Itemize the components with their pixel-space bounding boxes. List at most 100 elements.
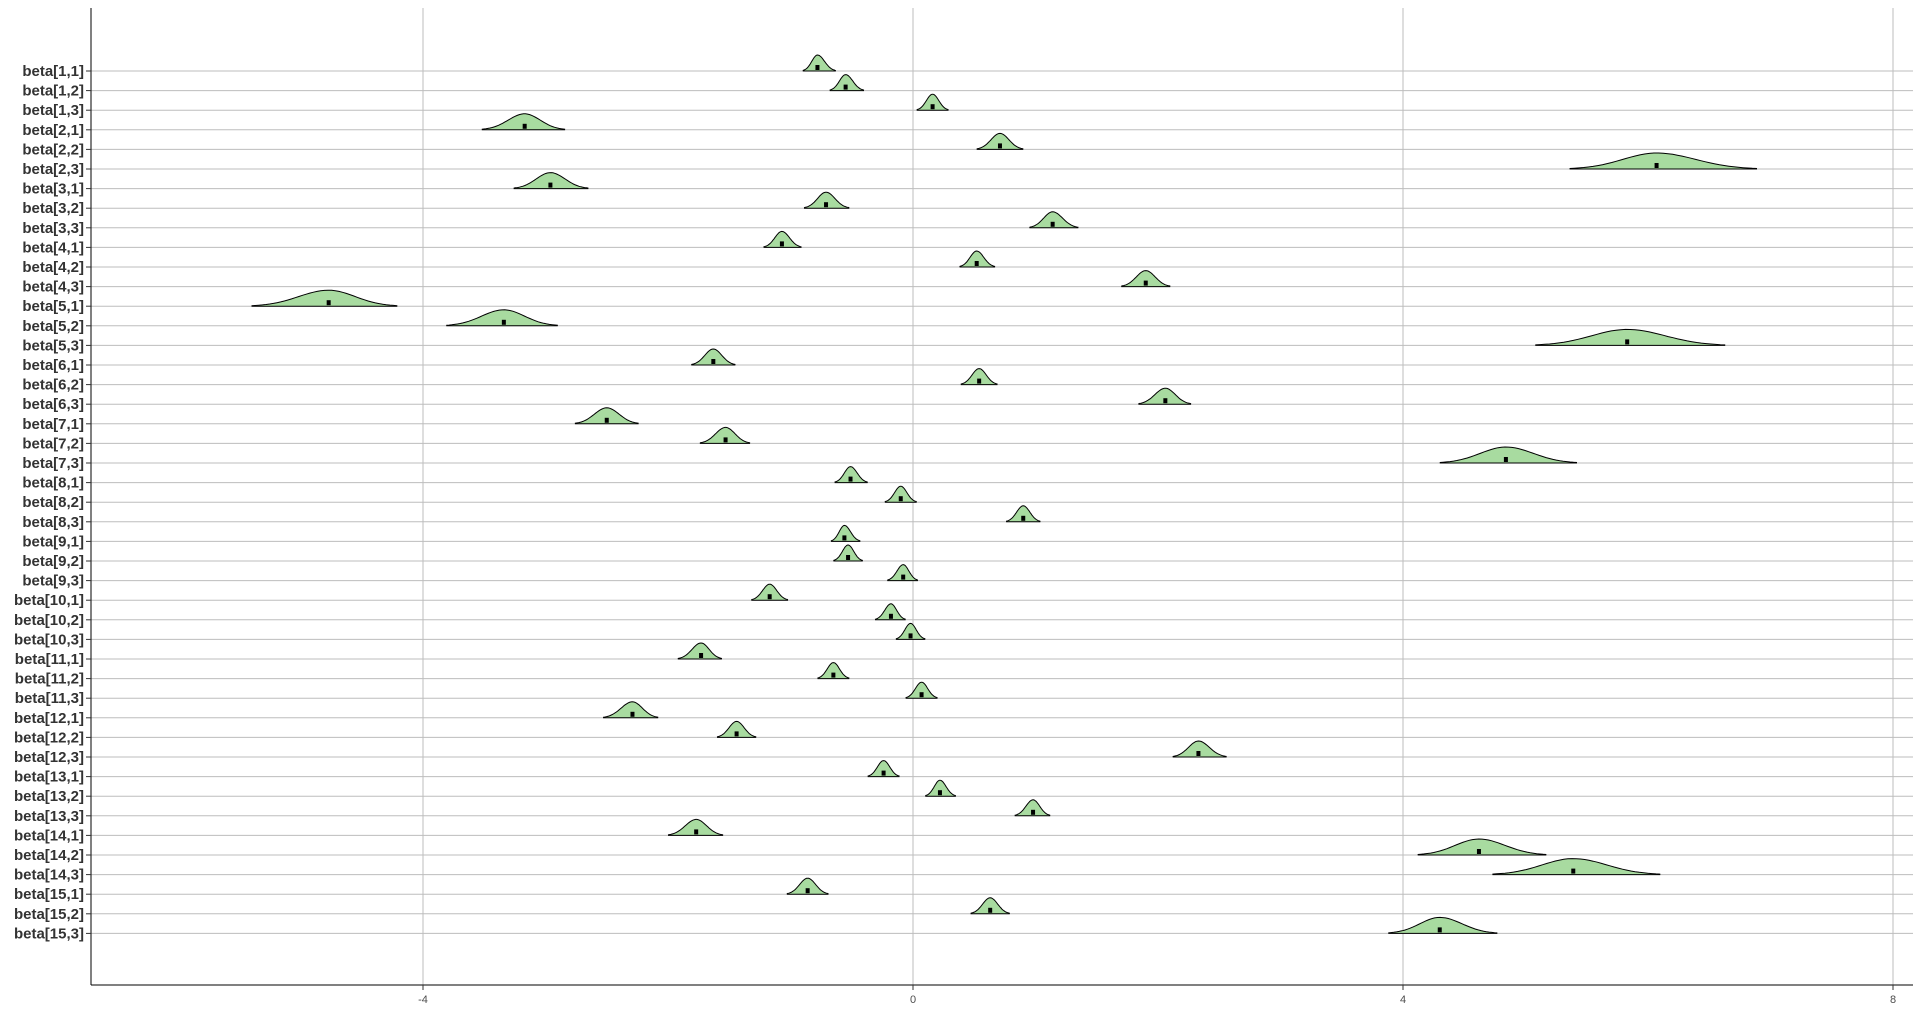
density-ridge xyxy=(1138,388,1192,405)
x-tick-label: 8 xyxy=(1890,994,1896,1006)
y-tick-label: beta[7,2] xyxy=(22,435,84,452)
density-ridge xyxy=(603,701,659,718)
mean-marker xyxy=(831,672,836,678)
density-ridge xyxy=(699,427,751,444)
density-outline xyxy=(786,877,829,895)
x-tick-label: 0 xyxy=(910,994,916,1006)
density-ridge xyxy=(970,897,1010,914)
mean-marker xyxy=(930,104,935,110)
density-ridge xyxy=(916,94,949,111)
density-ridge xyxy=(251,290,398,307)
y-tick-label: beta[10,1] xyxy=(14,592,84,609)
mean-marker xyxy=(1654,163,1659,168)
x-tick-label: 4 xyxy=(1400,994,1406,1006)
density-outline xyxy=(1417,838,1547,855)
y-tick-label: beta[12,1] xyxy=(14,710,84,727)
density-ridge xyxy=(804,192,850,209)
density-outline xyxy=(830,524,861,542)
y-tick-label: beta[5,2] xyxy=(22,318,84,335)
density-ridge xyxy=(668,819,724,836)
y-tick-label: beta[5,3] xyxy=(22,337,84,354)
density-outline xyxy=(716,720,757,738)
density-ridge xyxy=(833,545,863,561)
density-outline xyxy=(895,622,926,640)
density-outline xyxy=(976,132,1024,150)
density-ridge xyxy=(1121,270,1171,287)
mean-marker xyxy=(846,555,851,560)
mean-marker xyxy=(805,888,810,894)
mean-marker xyxy=(548,182,553,188)
y-tick-label: beta[4,3] xyxy=(22,279,84,296)
y-tick-label: beta[5,1] xyxy=(22,298,84,315)
y-tick-label: beta[8,2] xyxy=(22,494,84,511)
y-tick-label: beta[13,1] xyxy=(14,769,84,786)
mean-marker xyxy=(1503,457,1508,462)
density-outline xyxy=(603,701,659,718)
y-tick-label: beta[4,2] xyxy=(22,259,84,276)
mean-marker xyxy=(501,319,506,325)
density-ridge xyxy=(1439,447,1577,463)
mean-marker xyxy=(901,574,906,580)
mean-marker xyxy=(988,907,993,913)
density-outline xyxy=(887,564,919,581)
mean-marker xyxy=(881,770,886,776)
y-tick-label: beta[1,1] xyxy=(22,63,84,80)
density-outline xyxy=(874,603,906,620)
density-outline xyxy=(1005,505,1041,522)
density-outline xyxy=(691,348,736,365)
mean-marker xyxy=(1476,849,1481,854)
density-ridge xyxy=(481,113,566,130)
mean-marker xyxy=(898,496,903,502)
mean-marker xyxy=(977,378,982,384)
mean-marker xyxy=(1196,751,1201,756)
density-ridges xyxy=(251,54,1758,934)
density-outline xyxy=(763,230,802,248)
mean-marker xyxy=(694,829,699,835)
density-ridge xyxy=(786,878,829,895)
density-outline xyxy=(867,760,900,777)
density-outline xyxy=(1535,328,1726,346)
mean-marker xyxy=(1163,398,1168,404)
density-ridge xyxy=(976,133,1024,150)
density-ridge xyxy=(829,74,864,91)
grid-lines xyxy=(91,8,1913,985)
density-outline xyxy=(481,113,566,130)
x-tick-label: -4 xyxy=(418,994,428,1006)
density-outline xyxy=(833,544,863,561)
y-tick-label: beta[2,2] xyxy=(22,141,84,158)
mean-marker xyxy=(997,143,1002,149)
y-tick-label: beta[12,2] xyxy=(14,729,84,746)
density-outline xyxy=(884,485,917,503)
density-outline xyxy=(667,818,724,836)
y-tick-label: beta[13,3] xyxy=(14,808,84,825)
density-outline xyxy=(1014,799,1051,816)
density-outline xyxy=(916,93,949,111)
density-outline xyxy=(905,681,938,699)
density-ridge xyxy=(884,486,917,503)
density-outline xyxy=(446,309,558,326)
y-tick-label: beta[10,2] xyxy=(14,612,84,629)
density-outline xyxy=(970,897,1010,914)
density-outline xyxy=(1439,446,1578,463)
y-tick-labels: beta[1,1] beta[1,2] beta[1,3] beta[2,1] beta… xyxy=(14,63,84,942)
y-tick-label: beta[15,2] xyxy=(14,906,84,923)
y-tick-label: beta[14,1] xyxy=(14,827,84,844)
density-ridge xyxy=(717,721,757,738)
density-outline xyxy=(513,172,589,189)
y-tick-label: beta[10,3] xyxy=(14,631,84,648)
axes xyxy=(86,8,1913,990)
y-tick-label: beta[14,3] xyxy=(14,867,84,884)
mean-marker xyxy=(824,202,829,208)
y-tick-label: beta[14,2] xyxy=(14,847,84,864)
density-outline xyxy=(959,250,996,267)
density-ridge xyxy=(677,643,722,659)
density-outline xyxy=(574,407,639,424)
density-ridge xyxy=(959,251,996,267)
density-outline xyxy=(1388,916,1498,934)
mean-marker xyxy=(1437,927,1442,933)
density-ridge xyxy=(446,309,558,326)
y-tick-label: beta[3,2] xyxy=(22,200,84,217)
density-ridge xyxy=(875,603,906,620)
density-ridge xyxy=(960,368,998,385)
